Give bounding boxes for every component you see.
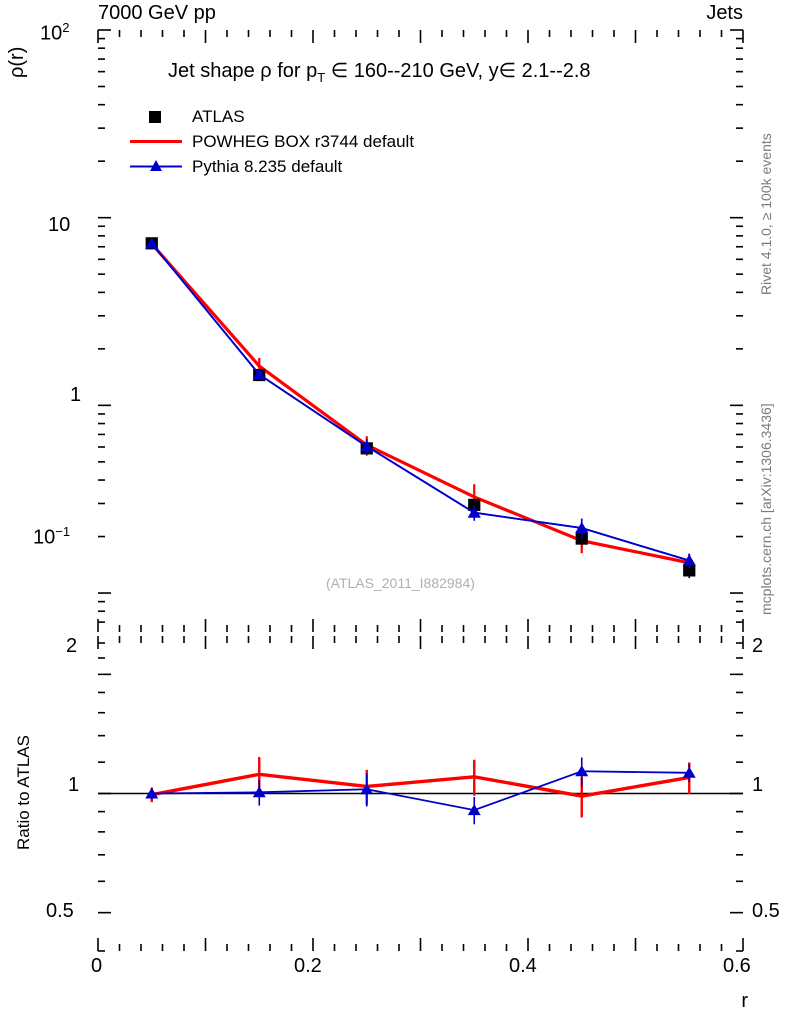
x-tick-label-0: 0 <box>91 955 103 977</box>
y-tick-label-100: 102 <box>40 20 70 45</box>
legend-item-powheg[interactable]: POWHEG BOX r3744 default <box>128 129 458 154</box>
ratio-y-tick-label-1-right: 1 <box>752 774 764 796</box>
ratio-y-tick-label-2-left: 2 <box>66 635 78 657</box>
legend-key-blue-line-triangle <box>130 160 182 171</box>
main-plot-canvas <box>97 29 744 632</box>
beam-energy-label: 7000 GeV pp <box>98 2 216 24</box>
analysis-category-label: Jets <box>706 2 743 24</box>
mcplots-caption: mcplots.cern.ch [arXiv:1306.3436] <box>758 403 774 615</box>
ratio-y-tick-label-0.5-left: 0.5 <box>46 900 74 922</box>
legend-item-pythia[interactable]: Pythia 8.235 default <box>128 154 458 179</box>
ratio-plot-canvas <box>97 636 744 952</box>
x-tick-label-0.6: 0.6 <box>723 955 751 977</box>
plot-title: Jet shape ρ for pT ∈ 160--210 GeV, y∈ 2.… <box>168 58 591 85</box>
legend-key-square-marker <box>149 111 161 123</box>
rivet-version-caption: Rivet 4.1.0, ≥ 100k events <box>758 133 774 295</box>
legend-label-powheg: POWHEG BOX r3744 default <box>192 132 415 151</box>
x-tick-label-0.2: 0.2 <box>294 955 322 977</box>
ratio-axis-ticks <box>97 636 744 952</box>
legend: ATLAS POWHEG BOX r3744 default Pythia 8.… <box>128 104 458 179</box>
legend-key-red-line <box>130 140 182 143</box>
legend-label-atlas: ATLAS <box>192 107 245 126</box>
plot-title-rest: ∈ 160--210 GeV, y∈ 2.1--2.8 <box>325 60 591 82</box>
main-axis-ticks <box>97 29 744 632</box>
y-tick-label-1: 1 <box>70 384 82 406</box>
legend-item-atlas[interactable]: ATLAS <box>128 104 458 129</box>
ratio-y-tick-label-0.5-right: 0.5 <box>752 900 780 922</box>
main-data-series <box>145 237 696 579</box>
y-axis-label-main: ρ(r) <box>6 46 28 78</box>
analysis-id-watermark: (ATLAS_2011_I882984) <box>326 575 475 591</box>
y-tick-label-10: 10 <box>48 214 71 236</box>
legend-label-pythia: Pythia 8.235 default <box>192 157 343 176</box>
plot-title-subscript: T <box>317 70 326 85</box>
ratio-data-series <box>98 757 743 825</box>
y-tick-label-0.1: 10−1 <box>33 524 71 549</box>
ratio-y-tick-label-1-left: 1 <box>68 774 80 796</box>
ratio-y-tick-label-2-right: 2 <box>752 635 764 657</box>
plot-title-main: Jet shape ρ for p <box>168 60 318 82</box>
x-tick-label-0.4: 0.4 <box>509 955 537 977</box>
y-axis-label-ratio: Ratio to ATLAS <box>14 735 33 850</box>
x-axis-label: r <box>741 990 748 1012</box>
